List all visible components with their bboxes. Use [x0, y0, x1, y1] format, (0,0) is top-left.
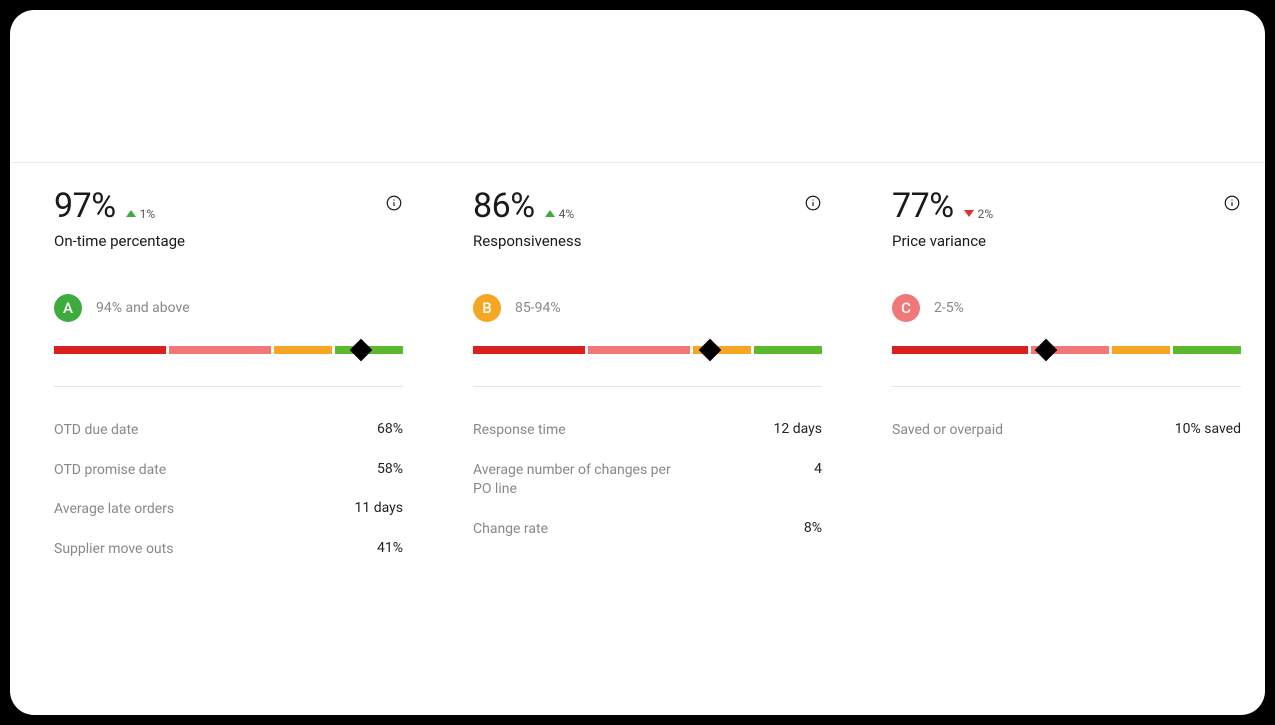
- gauge-segment: [1112, 346, 1170, 354]
- stat-row: Average late orders 11 days: [54, 490, 403, 530]
- card-divider: [473, 386, 822, 387]
- card-divider: [54, 386, 403, 387]
- stat-label: OTD promise date: [54, 461, 166, 481]
- metric-title: On-time percentage: [54, 232, 403, 250]
- stat-row: Response time 12 days: [473, 411, 822, 451]
- trend-value: 4%: [559, 207, 575, 221]
- stat-row: Supplier move outs 41%: [54, 530, 403, 570]
- stat-row: Change rate 8%: [473, 510, 822, 550]
- gauge-segment: [754, 346, 822, 354]
- grade-range: 2-5%: [934, 300, 964, 316]
- stats-list: Saved or overpaid 10% saved: [892, 411, 1241, 451]
- gauge-marker-icon: [1034, 339, 1057, 362]
- metric-title: Price variance: [892, 232, 1241, 250]
- metric-cards-row: 97% 1% On-time percentage A 94% and above OTD…: [54, 186, 1241, 569]
- info-icon[interactable]: [385, 194, 403, 212]
- metric-card-price-variance: 77% 2% Price variance C 2-5% Saved or overpai…: [892, 186, 1241, 569]
- grade-badge: A: [54, 294, 82, 322]
- trend-indicator: 4%: [545, 207, 575, 221]
- stat-label: Change rate: [473, 520, 548, 540]
- trend-indicator: 1%: [126, 207, 156, 221]
- metric-card-responsiveness: 86% 4% Responsiveness B 85-94% Response time 1…: [473, 186, 822, 569]
- arrow-up-icon: [126, 210, 136, 217]
- grade-range: 94% and above: [96, 300, 190, 316]
- trend-indicator: 2%: [964, 207, 994, 221]
- arrow-down-icon: [964, 210, 974, 217]
- stat-label: Average number of changes per PO line: [473, 461, 673, 500]
- stat-value: 8%: [804, 520, 822, 536]
- stat-value: 10% saved: [1175, 421, 1241, 437]
- gauge-segment: [473, 346, 585, 354]
- gauge-marker-icon: [350, 339, 373, 362]
- stat-value: 12 days: [774, 421, 822, 437]
- gauge-track: [892, 346, 1241, 354]
- trend-value: 1%: [140, 207, 156, 221]
- stat-value: 4: [814, 461, 822, 477]
- header-divider: [10, 162, 1265, 163]
- gauge-segment: [169, 346, 271, 354]
- grade-row: C 2-5%: [892, 294, 1241, 322]
- score-gauge: [473, 342, 822, 358]
- stat-value: 58%: [377, 461, 403, 477]
- dashboard-window: 97% 1% On-time percentage A 94% and above OTD…: [10, 10, 1265, 715]
- grade-row: A 94% and above: [54, 294, 403, 322]
- grade-badge: B: [473, 294, 501, 322]
- gauge-segment: [1173, 346, 1241, 354]
- metric-header: 97% 1%: [54, 186, 403, 226]
- gauge-track: [473, 346, 822, 354]
- stat-row: Average number of changes per PO line 4: [473, 451, 822, 510]
- gauge-segment: [274, 346, 332, 354]
- metric-value: 77%: [892, 186, 954, 226]
- gauge-marker-icon: [699, 339, 722, 362]
- stat-value: 68%: [377, 421, 403, 437]
- grade-badge: C: [892, 294, 920, 322]
- stats-list: OTD due date 68% OTD promise date 58% Averag…: [54, 411, 403, 569]
- stat-row: OTD due date 68%: [54, 411, 403, 451]
- stat-value: 11 days: [355, 500, 403, 516]
- stat-label: Average late orders: [54, 500, 174, 520]
- grade-row: B 85-94%: [473, 294, 822, 322]
- stat-label: OTD due date: [54, 421, 139, 441]
- gauge-segment: [588, 346, 690, 354]
- metric-title: Responsiveness: [473, 232, 822, 250]
- score-gauge: [54, 342, 403, 358]
- info-icon[interactable]: [804, 194, 822, 212]
- stat-value: 41%: [377, 540, 403, 556]
- arrow-up-icon: [545, 210, 555, 217]
- metric-value: 97%: [54, 186, 116, 226]
- metric-value: 86%: [473, 186, 535, 226]
- gauge-segment: [54, 346, 166, 354]
- gauge-segment: [892, 346, 1028, 354]
- score-gauge: [892, 342, 1241, 358]
- stat-label: Saved or overpaid: [892, 421, 1003, 441]
- trend-value: 2%: [978, 207, 994, 221]
- metric-card-on-time: 97% 1% On-time percentage A 94% and above OTD…: [54, 186, 403, 569]
- stat-label: Supplier move outs: [54, 540, 173, 560]
- stats-list: Response time 12 days Average number of ch…: [473, 411, 822, 549]
- stat-row: OTD promise date 58%: [54, 451, 403, 491]
- metric-header: 77% 2%: [892, 186, 1241, 226]
- stat-row: Saved or overpaid 10% saved: [892, 411, 1241, 451]
- card-divider: [892, 386, 1241, 387]
- info-icon[interactable]: [1223, 194, 1241, 212]
- stat-label: Response time: [473, 421, 566, 441]
- metric-header: 86% 4%: [473, 186, 822, 226]
- grade-range: 85-94%: [515, 300, 561, 316]
